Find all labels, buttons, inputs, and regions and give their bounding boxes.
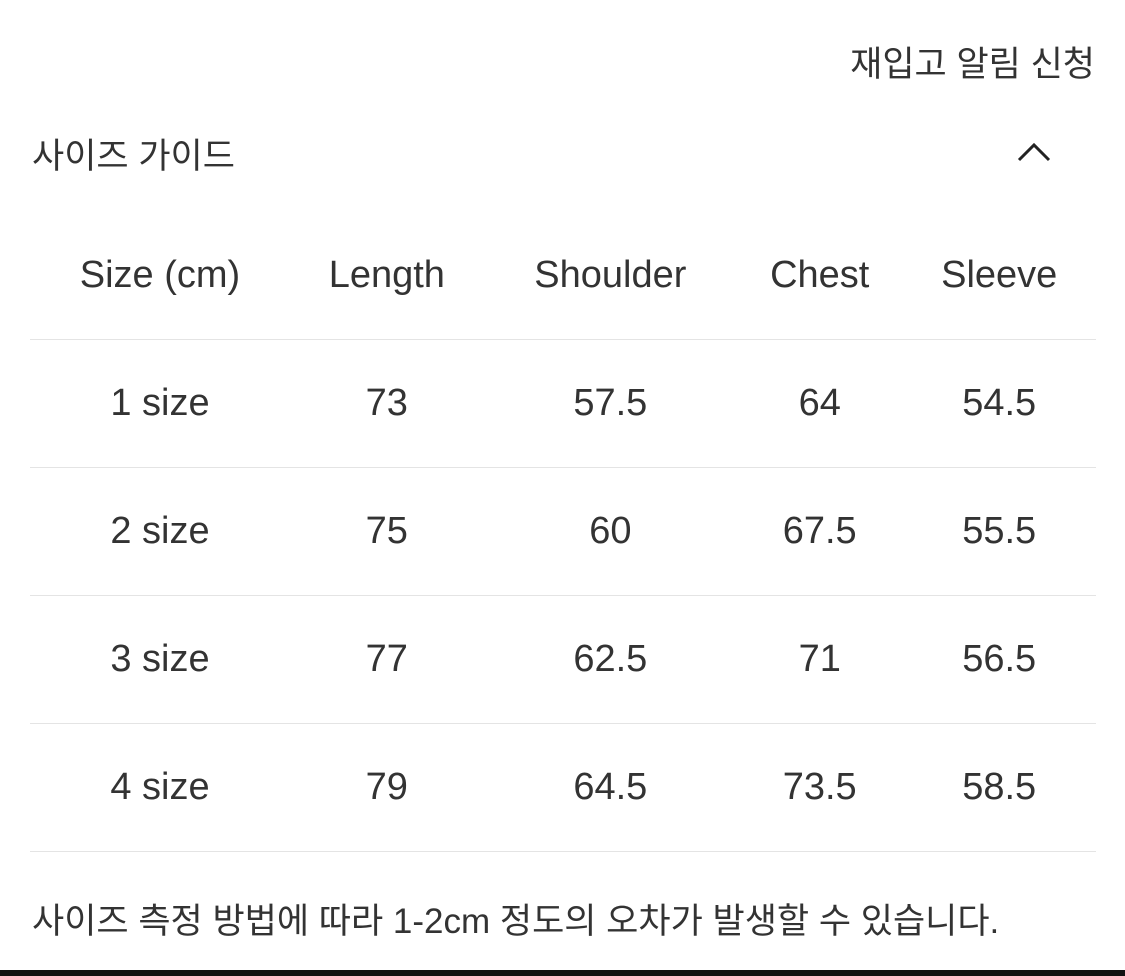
table-cell: 64.5 <box>483 723 738 852</box>
size-table: Size (cm) Length Shoulder Chest Sleeve 1 siz… <box>30 212 1096 852</box>
size-guide-title: 사이즈 가이드 <box>32 137 235 176</box>
table-header-row: Size (cm) Length Shoulder Chest Sleeve <box>30 212 1096 340</box>
column-header: Length <box>290 212 484 340</box>
table-cell: 64 <box>737 339 903 468</box>
column-header: Shoulder <box>483 212 738 340</box>
table-cell: 55.5 <box>902 467 1096 596</box>
table-cell: 73.5 <box>737 723 903 852</box>
table-cell: 62.5 <box>483 595 738 724</box>
restock-notification-link[interactable]: 재입고 알림 신청 <box>850 45 1095 84</box>
table-cell: 3 size <box>30 595 290 724</box>
table-row: 1 size 73 57.5 64 54.5 <box>30 339 1096 468</box>
table-cell: 71 <box>737 595 903 724</box>
table-row: 3 size 77 62.5 71 56.5 <box>30 595 1096 724</box>
table-cell: 79 <box>290 723 484 852</box>
table-cell: 54.5 <box>902 339 1096 468</box>
table-cell: 4 size <box>30 723 290 852</box>
table-cell: 75 <box>290 467 484 596</box>
table-cell: 77 <box>290 595 484 724</box>
column-header: Sleeve <box>902 212 1096 340</box>
column-header: Size (cm) <box>30 212 290 340</box>
table-cell: 58.5 <box>902 723 1096 852</box>
table-cell: 67.5 <box>737 467 903 596</box>
table-cell: 56.5 <box>902 595 1096 724</box>
chevron-up-icon[interactable] <box>1016 140 1052 164</box>
column-header: Chest <box>737 212 903 340</box>
bottom-bar <box>0 970 1125 976</box>
table-row: 4 size 79 64.5 73.5 58.5 <box>30 723 1096 852</box>
table-cell: 57.5 <box>483 339 738 468</box>
size-note: 사이즈 측정 방법에 따라 1-2cm 정도의 오차가 발생할 수 있습니다. <box>32 902 1000 941</box>
table-cell: 73 <box>290 339 484 468</box>
table-row: 2 size 75 60 67.5 55.5 <box>30 467 1096 596</box>
table-cell: 60 <box>483 467 738 596</box>
table-cell: 1 size <box>30 339 290 468</box>
table-cell: 2 size <box>30 467 290 596</box>
